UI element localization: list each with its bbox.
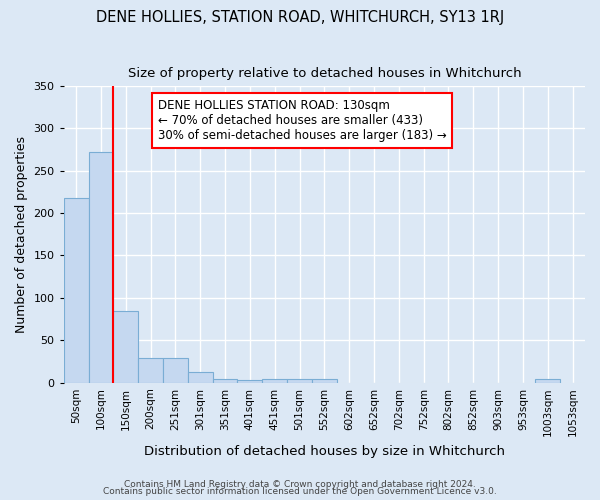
- Bar: [312, 380, 337, 382]
- Bar: [262, 380, 287, 382]
- Bar: [238, 380, 262, 382]
- Bar: [64, 198, 89, 382]
- Y-axis label: Number of detached properties: Number of detached properties: [15, 136, 28, 333]
- Text: Contains public sector information licensed under the Open Government Licence v3: Contains public sector information licen…: [103, 487, 497, 496]
- Bar: [138, 358, 163, 382]
- Bar: [212, 380, 238, 382]
- Title: Size of property relative to detached houses in Whitchurch: Size of property relative to detached ho…: [128, 68, 521, 80]
- Bar: [163, 358, 188, 382]
- Text: DENE HOLLIES STATION ROAD: 130sqm
← 70% of detached houses are smaller (433)
30%: DENE HOLLIES STATION ROAD: 130sqm ← 70% …: [158, 99, 446, 142]
- Bar: [287, 380, 312, 382]
- Text: DENE HOLLIES, STATION ROAD, WHITCHURCH, SY13 1RJ: DENE HOLLIES, STATION ROAD, WHITCHURCH, …: [96, 10, 504, 25]
- Bar: [188, 372, 212, 382]
- Bar: [535, 380, 560, 382]
- Bar: [89, 152, 113, 382]
- X-axis label: Distribution of detached houses by size in Whitchurch: Distribution of detached houses by size …: [144, 444, 505, 458]
- Text: Contains HM Land Registry data © Crown copyright and database right 2024.: Contains HM Land Registry data © Crown c…: [124, 480, 476, 489]
- Bar: [113, 310, 138, 382]
